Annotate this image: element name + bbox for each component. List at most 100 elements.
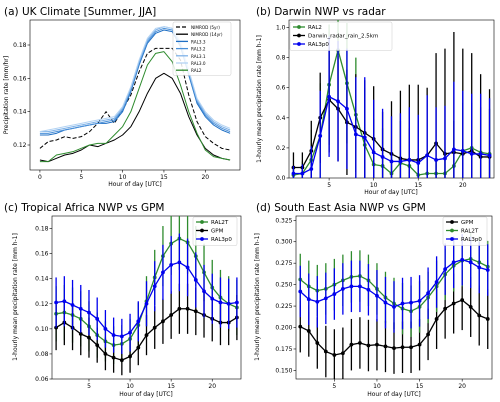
data-point: [380, 155, 385, 159]
panel-d: (d) South East Asia NWP vs GPM 5 10 15 20 0.…: [254, 202, 493, 398]
legend-label: GPM: [461, 220, 474, 226]
data-point: [318, 133, 323, 138]
data-point: [366, 287, 371, 292]
data-point: [460, 257, 465, 262]
x-tick-label: 20: [208, 383, 216, 390]
data-point: [434, 317, 439, 321]
legend-label: RAL3p0: [211, 237, 232, 243]
data-point: [426, 291, 430, 296]
y-tick-label: 0.200: [275, 325, 292, 332]
data-point: [306, 329, 311, 333]
data-point: [95, 316, 100, 321]
x-tick-label: 10: [373, 383, 381, 390]
data-point: [460, 298, 465, 302]
data-point: [358, 341, 362, 345]
y-tick-label: 0.12: [13, 142, 27, 149]
data-point: [349, 342, 354, 347]
data-point: [340, 351, 345, 356]
data-point: [62, 299, 67, 304]
y-tick-label: 0.16: [35, 251, 49, 258]
data-point: [78, 306, 83, 311]
data-point: [323, 296, 328, 301]
data-point: [426, 332, 430, 337]
x-tick-label: 10: [126, 383, 134, 390]
data-point: [202, 289, 206, 294]
panel-b: (b) Darwin NWP vs radar 5 10 15 20 0.0 0.2 0.4…: [256, 6, 495, 196]
y-tick-label: 0.16: [13, 75, 27, 82]
data-point: [392, 305, 396, 309]
data-point: [336, 99, 340, 104]
y-tick-label: 0.175: [275, 346, 292, 353]
data-point: [340, 287, 345, 291]
y-tick-label: 0.14: [13, 109, 27, 116]
data-point: [443, 267, 448, 272]
data-point: [218, 300, 223, 305]
data-point: [177, 306, 182, 311]
x-tick-label: 20: [201, 174, 209, 181]
data-point: [119, 334, 124, 339]
legend-marker: [450, 220, 454, 224]
data-point: [234, 300, 239, 305]
data-point: [169, 263, 174, 267]
legend-marker: [450, 237, 454, 241]
panel-c-ylabel: 1-hourly mean precipitation rate [mm h-1…: [12, 233, 19, 361]
data-point: [177, 260, 182, 265]
panel-a-frame: [29, 19, 241, 171]
x-tick-label: 15: [167, 383, 175, 390]
data-point: [358, 284, 362, 289]
x-tick-label: 15: [416, 383, 424, 390]
data-point: [407, 158, 412, 162]
panel-d-xlabel: Hour of day [UTC]: [367, 391, 421, 398]
legend-box: [289, 21, 393, 51]
panel-b-xlabel: Hour of day [UTC]: [364, 189, 418, 196]
x-tick-label: 15: [160, 174, 168, 181]
data-point: [375, 342, 379, 347]
data-point: [398, 159, 403, 164]
data-point: [409, 300, 413, 305]
x-tick-label: 5: [87, 383, 91, 390]
data-point: [300, 171, 305, 176]
data-point: [87, 335, 91, 340]
data-point: [309, 167, 314, 171]
data-point: [78, 331, 83, 336]
data-point: [161, 270, 165, 275]
legend-label: NIMROD (14yr): [191, 32, 223, 37]
y-tick-label: 0.06: [35, 376, 49, 383]
legend-marker: [200, 237, 204, 241]
legend-box: [172, 21, 232, 76]
x-tick-label: 20: [459, 182, 467, 189]
panel-d-ylabel: 1-hourly mean precipitation rate [mm h-1…: [254, 233, 261, 361]
data-point: [443, 306, 448, 311]
data-point: [169, 313, 174, 317]
legend-label: RAL2T: [211, 220, 229, 226]
data-point: [193, 309, 198, 314]
panel-a-title: (a) UK Climate [Summer, JJA]: [4, 6, 156, 18]
x-tick-label: 0: [38, 174, 42, 181]
data-point: [469, 152, 474, 156]
x-tick-label: 5: [327, 182, 331, 189]
panel-c-title: (c) Tropical Africa NWP vs GPM: [4, 202, 164, 214]
data-point: [345, 106, 349, 111]
data-point: [128, 354, 132, 359]
data-point: [400, 345, 405, 350]
x-tick-label: 10: [119, 174, 127, 181]
y-tick-label: 0.08: [35, 351, 49, 358]
panel-d-frame: [295, 215, 493, 380]
series-line: [39, 47, 231, 151]
data-point: [383, 344, 388, 349]
data-point: [425, 153, 430, 158]
data-point: [185, 265, 190, 270]
panel-b-ylabel: 1-hourly mean precipitation rate [mm h-1…: [256, 35, 263, 163]
data-point: [103, 326, 108, 331]
data-point: [111, 333, 116, 338]
y-tick-label: 0.300: [275, 239, 292, 246]
data-point: [468, 305, 473, 309]
data-point: [185, 306, 190, 311]
data-point: [451, 260, 456, 265]
data-point: [103, 352, 108, 356]
x-tick-label: 10: [370, 182, 378, 189]
y-tick-label: 0.2: [276, 145, 286, 152]
panel-c: (c) Tropical Africa NWP vs GPM 5 10 15 20 0.…: [4, 202, 242, 398]
data-point: [315, 299, 320, 304]
